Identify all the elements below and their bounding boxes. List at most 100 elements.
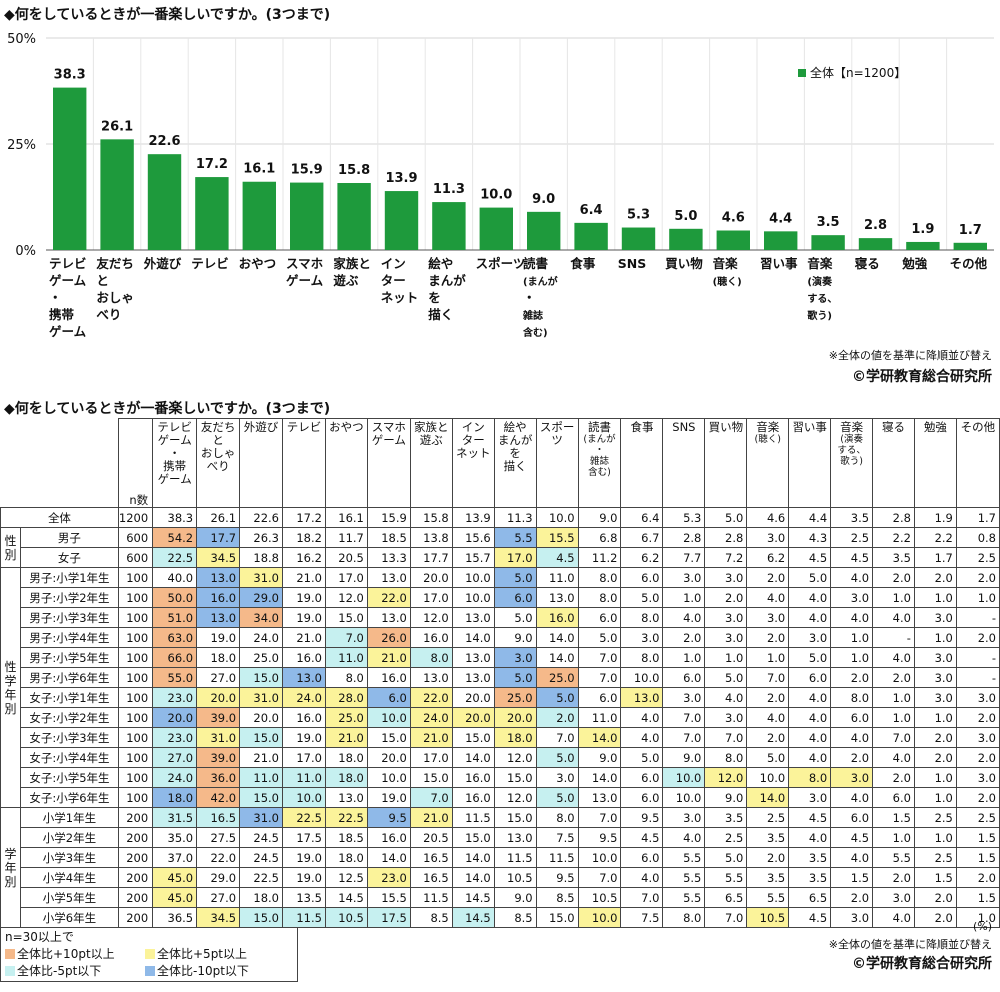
table-cell: 2.8 [662, 527, 706, 548]
table-cell: 2.5 [913, 847, 957, 868]
table-cell: 1.0 [913, 587, 957, 608]
table-cell: 23.0 [152, 687, 198, 708]
table-cell: 4.0 [746, 707, 790, 728]
table-cell: 10.0 [577, 907, 622, 928]
row-n: 100 [117, 787, 154, 808]
table-cell: 13.9 [451, 507, 495, 528]
table-cell: 1.0 [913, 787, 957, 808]
table-cell: 21.0 [409, 727, 453, 748]
column-header-line: 描く [503, 459, 527, 473]
table-cell: 22.0 [409, 687, 453, 708]
table-cell: 4.0 [704, 687, 748, 708]
table-cell: 3.0 [746, 527, 790, 548]
table-cell: 7.0 [704, 727, 748, 748]
table-cell: 1.0 [704, 647, 748, 668]
table-cell: 8.0 [620, 607, 664, 628]
table-cell: 3.5 [788, 867, 832, 888]
table-cell: 8.5 [409, 907, 453, 928]
table-cell: 16.5 [409, 867, 453, 888]
x-tick-label: 読書(まんが・雑誌含む) [522, 256, 559, 339]
table-cell: 15.5 [535, 527, 579, 548]
table-row: 女子 600 22.5 34.5 18.8 16.2 20.5 13.3 17.7 15.7 17.… [1, 547, 1000, 568]
table-cell: 13.0 [324, 787, 368, 808]
column-header-line: ネット [455, 446, 491, 460]
table-cell: 3.0 [913, 687, 957, 708]
row-n: 100 [117, 767, 154, 788]
table-row: 女子:小学4年生 100 27.0 39.0 21.0 17.0 18.0 20.0 17.0 1… [1, 747, 1000, 768]
table-cell: 15.7 [451, 547, 495, 568]
table-cell: 12.0 [493, 787, 537, 808]
table-cell: 50.0 [152, 587, 198, 608]
table-cell: 3.5 [746, 867, 790, 888]
table-cell: 18.0 [493, 727, 537, 748]
bar [242, 181, 276, 250]
table-cell: 11.0 [239, 767, 283, 788]
x-tick-label: 家族と遊ぶ [333, 256, 371, 288]
table-cell: 3.5 [704, 807, 748, 828]
table-cell: 5.5 [704, 867, 748, 888]
table-cell: 17.2 [281, 507, 326, 528]
table-cell: 16.0 [451, 767, 495, 788]
table-cell: 34.0 [239, 607, 283, 628]
column-header-line: 携帯 [163, 459, 187, 473]
table-cell: 15.0 [451, 827, 495, 848]
column-header-line: (まんが [583, 434, 616, 445]
table-cell: 28.0 [324, 687, 368, 708]
bar-chart: 0% 25% 50% 38.3 テレビゲーム・携帯ゲーム 26.1 友だちとおしゃべり 22.… [7, 32, 994, 339]
bar-value-label: 5.3 [627, 208, 650, 223]
table-cell: 1.0 [913, 767, 957, 788]
bar [147, 154, 182, 250]
table-cell: 11.5 [281, 907, 326, 928]
table-cell: 10.0 [366, 707, 411, 728]
bar [716, 230, 750, 250]
x-tick-label: 音楽(演奏する、歌う) [807, 256, 837, 322]
table-cell: 8.0 [620, 647, 664, 668]
bar-value-label: 15.9 [291, 163, 323, 178]
table-cell: 7.0 [324, 627, 368, 648]
table-cell: - [955, 647, 1000, 668]
row-n: 100 [117, 707, 154, 728]
table-cell: 3.0 [620, 627, 664, 648]
table-cell: 3.0 [955, 767, 1000, 788]
column-header-line: 習い事 [792, 420, 827, 434]
x-tick-label: テレビ [191, 256, 229, 271]
table-cell: 4.5 [830, 827, 874, 848]
table-cell: 7.0 [662, 707, 706, 728]
legend-title: n=30以上で [5, 930, 74, 944]
table-row: 小学5年生 200 45.0 27.0 18.0 13.5 14.5 15.5 11.5 14.5… [1, 887, 1000, 908]
table-cell: 10.0 [281, 787, 326, 808]
table-cell: 13.0 [366, 607, 411, 628]
bar [384, 191, 419, 250]
table-cell: 4.0 [620, 707, 664, 728]
table-cell: 3.5 [788, 847, 832, 868]
table-cell: 12.0 [704, 767, 748, 788]
table-cell: 1.0 [955, 907, 1000, 928]
table-cell: 45.0 [152, 887, 198, 908]
chart-copyright: ©学研教育総合研究所 [852, 369, 992, 385]
table-cell: 9.5 [620, 807, 664, 828]
table-cell: 5.5 [872, 847, 915, 868]
table-cell: 10.0 [746, 767, 790, 788]
legend-label: 全体比-5pt以下 [17, 964, 102, 978]
bar [621, 227, 656, 250]
column-header: 勉強 [913, 418, 957, 508]
bar [764, 231, 798, 250]
table-cell: 24.5 [239, 827, 283, 848]
table-cell: 2.0 [913, 887, 957, 908]
table-cell: 15.9 [366, 507, 411, 528]
table-cell: 21.0 [281, 627, 326, 648]
table-cell: 2.0 [913, 727, 957, 748]
table-cell: 22.5 [152, 547, 198, 568]
bar-value-label: 16.1 [243, 162, 275, 177]
bar-value-label: 10.0 [480, 188, 512, 203]
table-cell: 13.0 [451, 607, 495, 628]
table-cell: 23.0 [366, 867, 411, 888]
column-header: 食事 [620, 418, 664, 508]
column-header-line: ・ [594, 445, 605, 456]
table-cell: 5.0 [620, 587, 664, 608]
legend-swatch [5, 966, 15, 976]
table-cell: 20.0 [152, 707, 198, 728]
table-cell: 4.0 [746, 587, 790, 608]
table-cell: 31.0 [196, 727, 241, 748]
column-header-line: 絵や [503, 420, 527, 434]
